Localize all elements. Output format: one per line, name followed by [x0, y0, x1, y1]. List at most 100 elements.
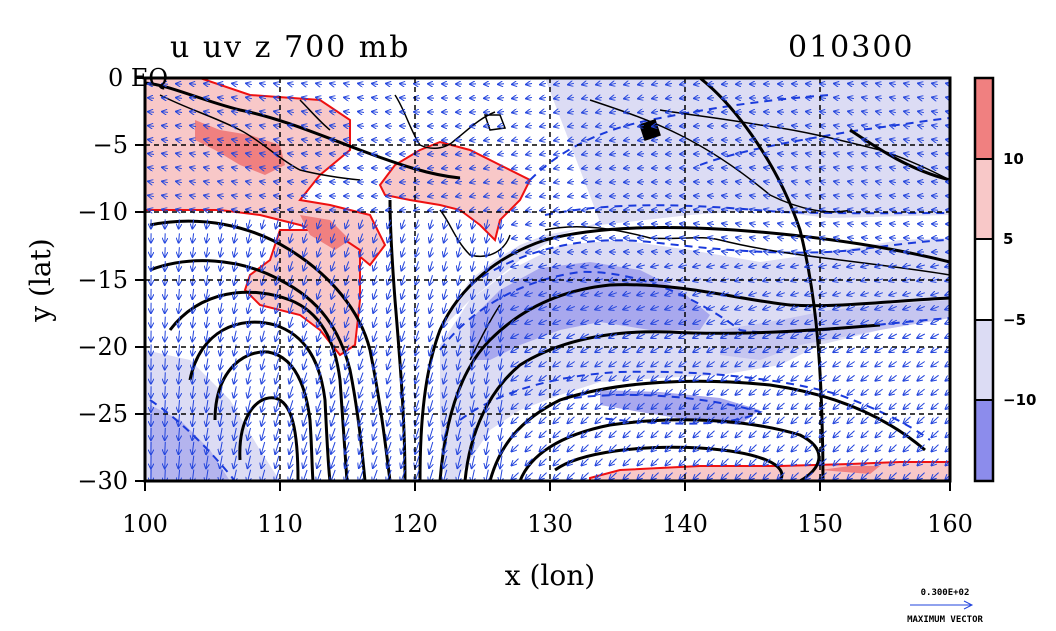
wind-vector — [680, 83, 687, 84]
wind-vector — [679, 293, 687, 296]
wind-vector — [373, 233, 376, 243]
vector-key-value: 0.300E+02 — [921, 588, 970, 598]
wind-vector — [274, 125, 281, 126]
wind-vector — [862, 139, 869, 140]
wind-vector — [511, 306, 519, 309]
wind-vector — [345, 261, 348, 270]
wind-vector — [582, 181, 589, 182]
wind-vector — [904, 210, 911, 211]
wind-vector — [918, 125, 925, 126]
wind-vector — [498, 195, 505, 196]
wind-vector — [162, 195, 169, 196]
wind-vector — [666, 140, 673, 141]
wind-vector — [486, 288, 488, 299]
wind-vector — [904, 224, 911, 225]
wind-vector — [834, 139, 841, 140]
wind-vector — [165, 400, 166, 412]
wind-vector — [330, 140, 337, 141]
wind-vector — [833, 279, 841, 281]
wind-vector — [290, 219, 293, 229]
wind-vector — [890, 210, 897, 211]
wind-vector — [218, 167, 225, 168]
wind-vector — [638, 140, 645, 141]
wind-vector — [526, 223, 533, 224]
wind-vector — [400, 182, 407, 183]
wind-vector — [638, 154, 645, 155]
wind-vector — [206, 219, 207, 229]
wind-vector — [834, 195, 841, 196]
wind-vector — [847, 265, 855, 267]
wind-vector — [806, 251, 813, 252]
wind-vector — [903, 279, 911, 281]
wind-vector — [302, 168, 309, 169]
wind-vector — [833, 306, 841, 309]
wind-vector — [567, 293, 575, 296]
wind-vector — [596, 83, 603, 84]
wind-vector — [862, 97, 869, 98]
wind-vector — [430, 233, 433, 243]
wind-vector — [331, 302, 335, 313]
wind-vector — [316, 83, 323, 84]
wind-vector — [176, 167, 183, 168]
wind-vector — [777, 306, 785, 309]
wind-vector — [904, 97, 911, 98]
wind-vector — [218, 84, 225, 85]
wind-vector — [302, 196, 309, 197]
wind-vector — [694, 251, 701, 252]
wind-vector — [890, 167, 897, 168]
wind-vector — [848, 153, 855, 154]
wind-vector — [220, 261, 222, 271]
wind-vector — [834, 98, 841, 99]
wind-vector — [316, 111, 323, 112]
wind-vector — [806, 153, 813, 154]
wind-vector — [512, 237, 519, 238]
wind-vector — [204, 84, 211, 85]
wind-vector — [848, 167, 855, 168]
wind-vector — [345, 302, 349, 313]
wind-vector — [428, 209, 435, 210]
wind-vector — [358, 140, 365, 141]
wind-vector — [554, 209, 561, 210]
wind-vector — [165, 441, 166, 454]
wind-vector — [288, 153, 295, 154]
wind-vector — [568, 238, 575, 239]
wind-vector — [806, 167, 813, 168]
wind-vector — [526, 97, 533, 98]
wind-vector — [206, 233, 207, 242]
wind-vector — [526, 209, 533, 210]
wind-vector — [764, 223, 771, 224]
wind-vector — [708, 237, 715, 238]
wind-vector — [401, 289, 404, 299]
wind-vector — [876, 83, 883, 84]
wind-vector — [204, 167, 211, 168]
wind-vector — [721, 265, 729, 267]
wind-vector — [388, 219, 391, 229]
wind-vector — [274, 97, 281, 98]
wind-vector — [470, 209, 477, 210]
wind-vector — [540, 181, 547, 182]
wind-vector — [402, 219, 405, 229]
wind-vector — [876, 210, 883, 211]
x-tick-label: 130 — [527, 510, 573, 538]
wind-vector — [834, 153, 841, 154]
wind-vector — [246, 153, 253, 154]
wind-vector — [806, 112, 813, 113]
wind-vector — [512, 209, 519, 210]
wind-vector — [568, 224, 575, 225]
wind-vector — [918, 83, 925, 84]
wind-vector — [165, 288, 166, 299]
wind-vector — [904, 182, 911, 183]
wind-vector — [316, 182, 323, 183]
wind-vector — [260, 153, 267, 154]
wind-vector — [553, 306, 561, 309]
wind-vector — [876, 224, 883, 225]
wind-vector — [387, 289, 390, 299]
wind-vector — [162, 98, 169, 99]
wind-vector — [498, 125, 505, 126]
wind-vector — [512, 125, 519, 126]
wind-vector — [232, 209, 239, 210]
wind-vector — [806, 181, 813, 182]
wind-vector — [792, 195, 799, 196]
wind-vector — [331, 219, 334, 229]
wind-vector — [791, 306, 799, 309]
